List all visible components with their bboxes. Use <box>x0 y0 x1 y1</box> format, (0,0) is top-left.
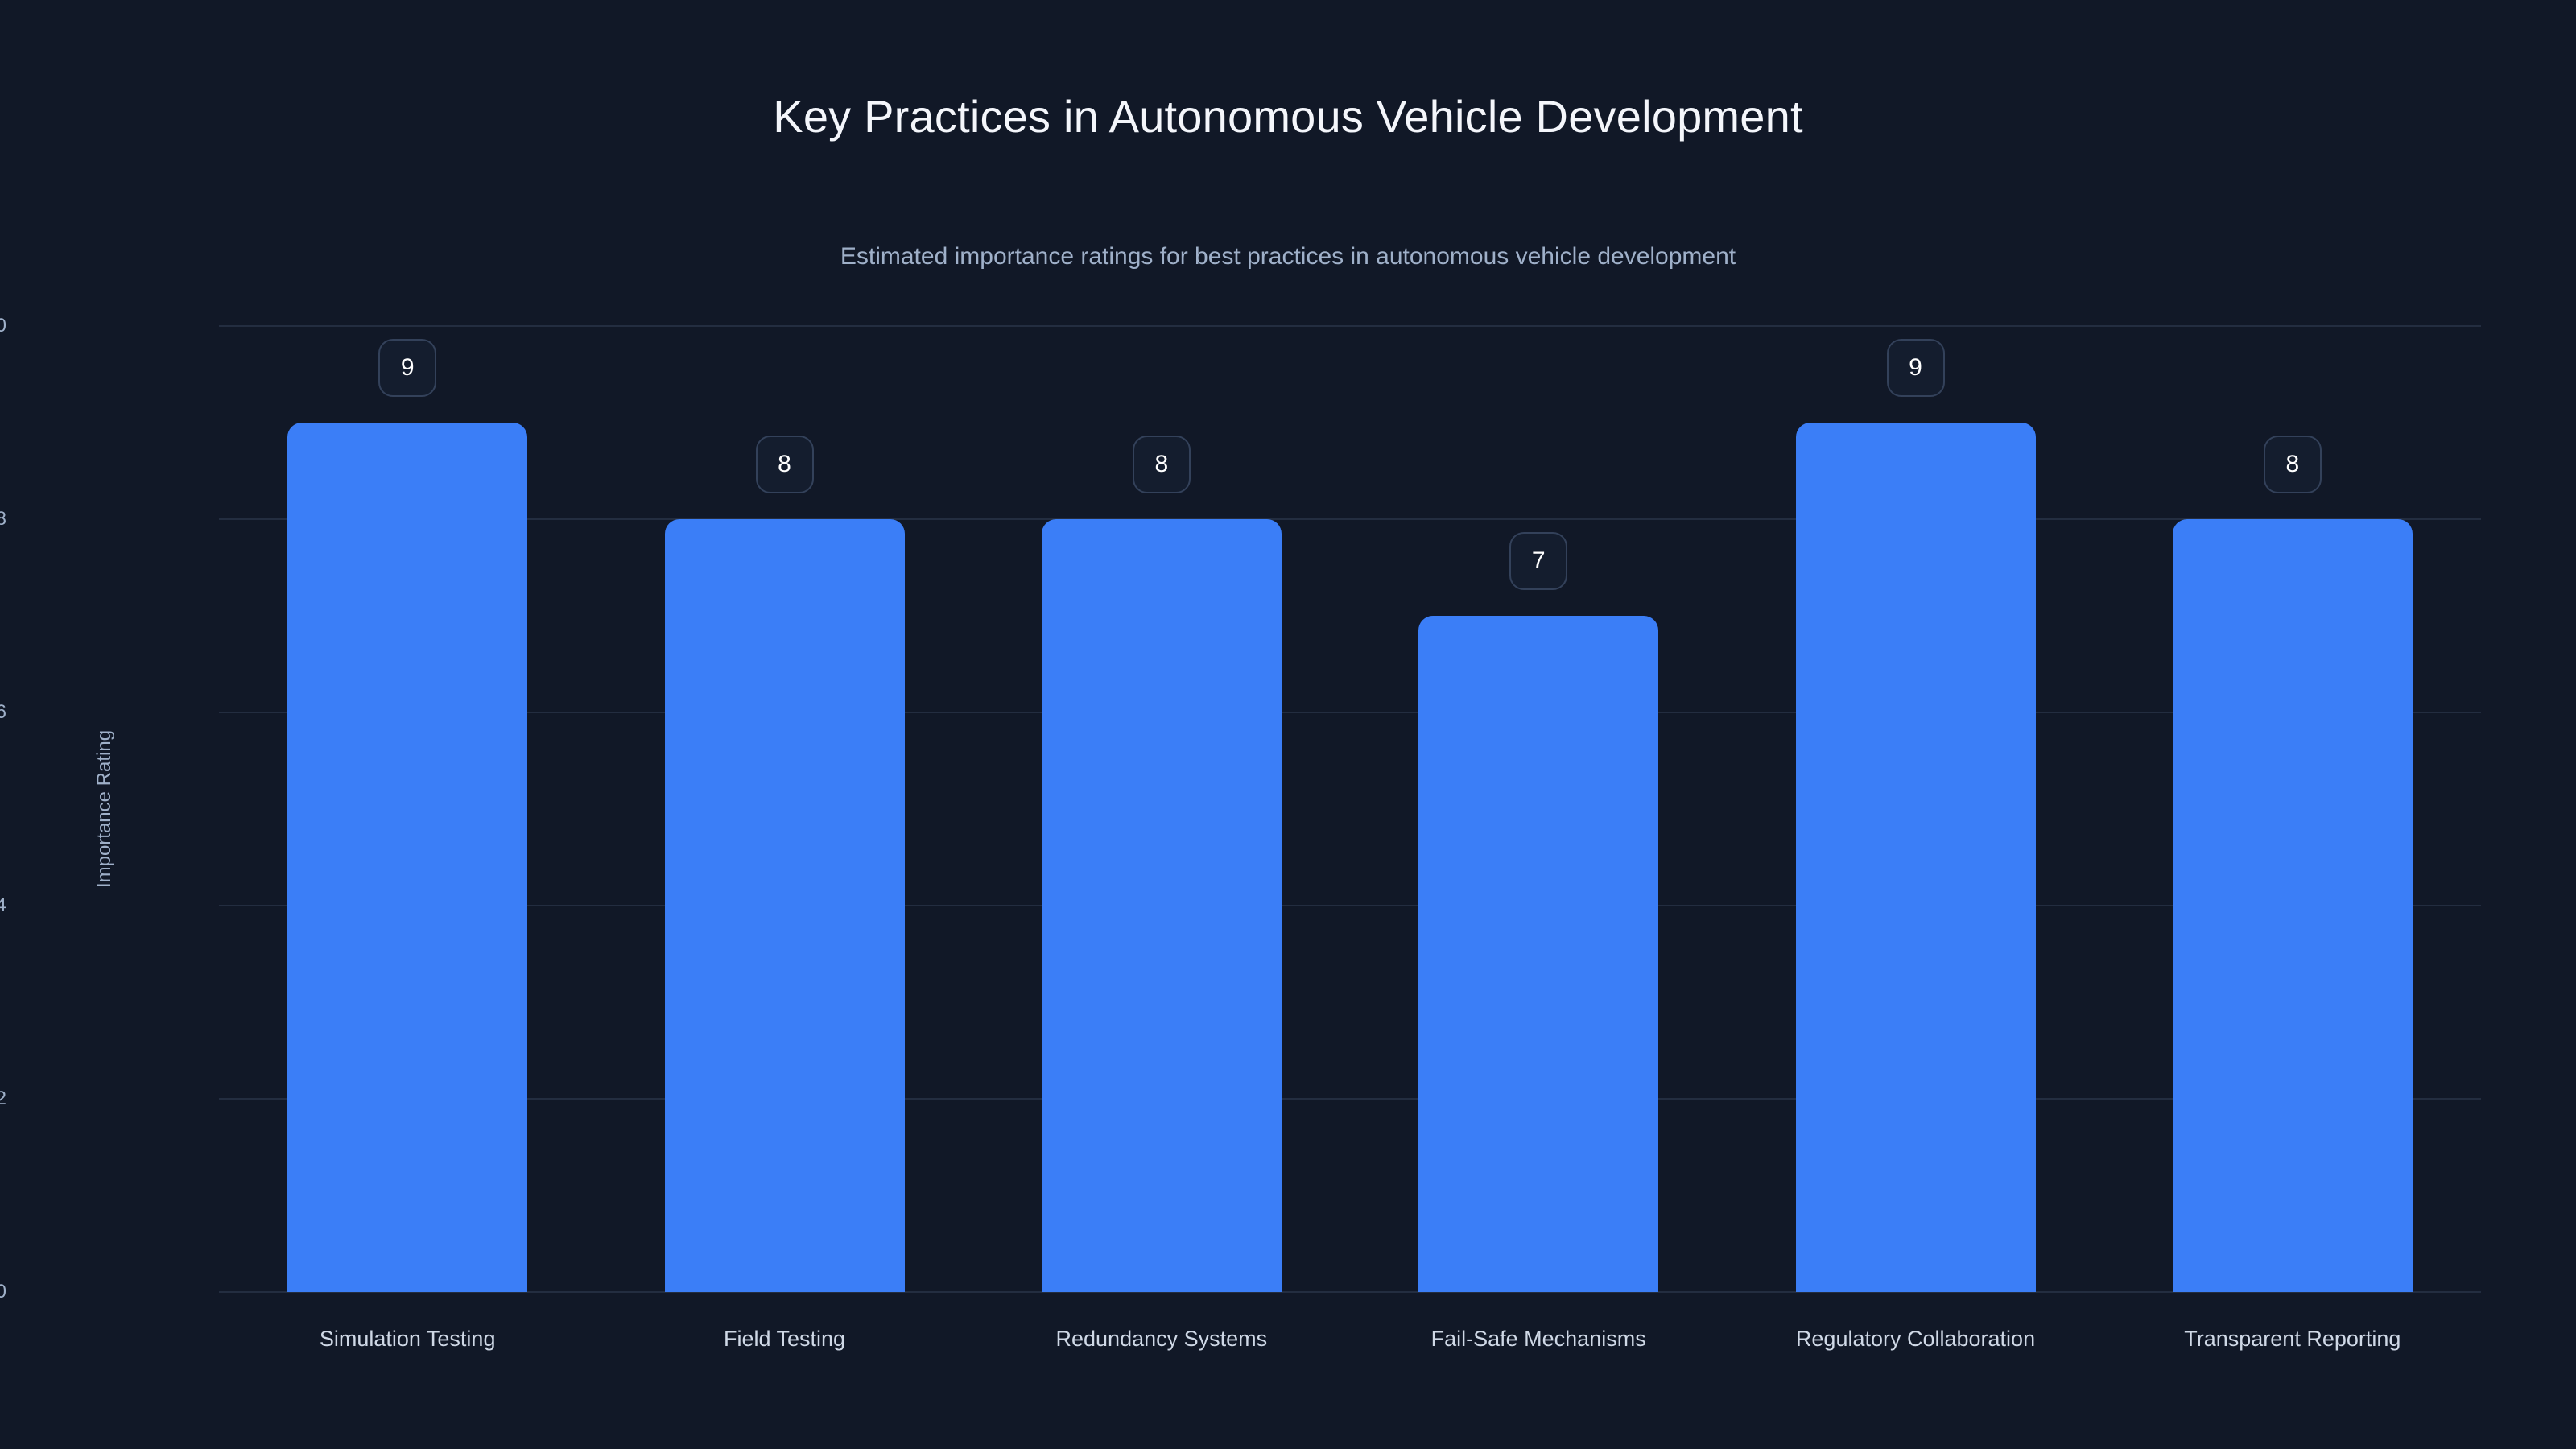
x-axis-tick-label: Fail-Safe Mechanisms <box>1430 1327 1646 1351</box>
x-axis-tick-label: Simulation Testing <box>319 1327 496 1351</box>
bar-value-badge: 8 <box>1132 436 1191 493</box>
bar-value-badge: 8 <box>2263 436 2322 493</box>
chart-subtitle: Estimated importance ratings for best pr… <box>840 243 1736 270</box>
x-axis-tick-label: Regulatory Collaboration <box>1795 1327 2036 1351</box>
y-axis-tick-label: 4 <box>0 894 6 916</box>
bar[interactable] <box>1418 616 1659 1292</box>
chart-title: Key Practices in Autonomous Vehicle Deve… <box>773 91 1803 142</box>
bar[interactable] <box>1041 519 1282 1292</box>
gridline <box>219 712 2481 713</box>
gridline <box>219 325 2481 327</box>
gridline <box>219 1098 2481 1100</box>
gridline <box>219 518 2481 520</box>
bar-value-badge: 8 <box>755 436 814 493</box>
y-axis-tick-label: 6 <box>0 701 6 723</box>
y-axis-tick-label: 8 <box>0 508 6 530</box>
bar[interactable] <box>2172 519 2413 1292</box>
gridline <box>219 1291 2481 1293</box>
x-axis-tick-label: Transparent Reporting <box>2184 1327 2401 1351</box>
bar[interactable] <box>664 519 905 1292</box>
bar-value-badge: 7 <box>1509 532 1568 590</box>
y-axis-title: Importance Rating <box>93 730 116 888</box>
plot-area <box>219 325 2481 1293</box>
x-axis-tick-label: Redundancy Systems <box>1055 1327 1268 1351</box>
bar-value-badge: 9 <box>378 339 437 397</box>
y-axis-tick-label: 10 <box>0 315 6 336</box>
bar[interactable] <box>1795 423 2036 1292</box>
x-axis-tick-label: Field Testing <box>723 1327 846 1351</box>
y-axis-title-label: Importance Rating <box>93 729 115 889</box>
y-axis-tick-label: 2 <box>0 1088 6 1109</box>
y-axis-tick-label: 0 <box>0 1281 6 1302</box>
bar[interactable] <box>287 423 528 1292</box>
gridline <box>219 905 2481 906</box>
bar-value-badge: 9 <box>1886 339 1945 397</box>
